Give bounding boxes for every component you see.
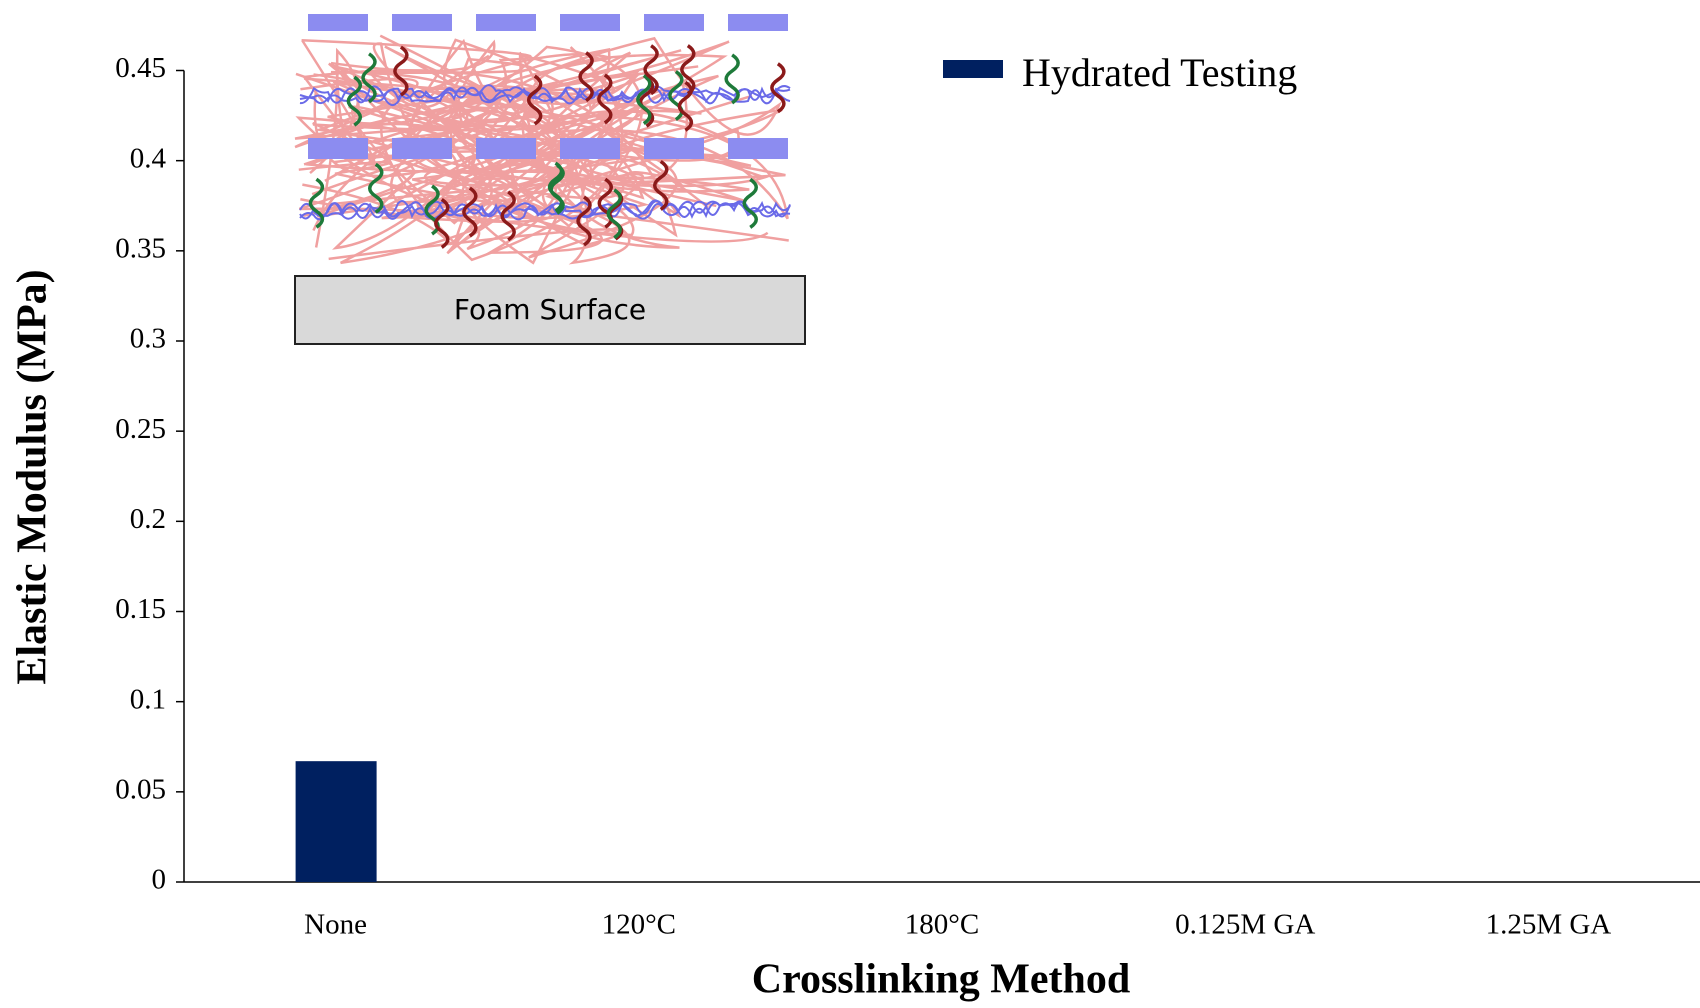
inset-label: Foam Surface xyxy=(454,293,646,326)
y-tick-label: 0.3 xyxy=(130,323,166,355)
y-tick-label: 0.4 xyxy=(130,142,167,174)
y-tick-label: 0 xyxy=(152,864,167,896)
x-tick-label: None xyxy=(304,909,367,941)
block xyxy=(728,14,788,31)
block xyxy=(644,138,704,159)
block xyxy=(392,14,452,31)
y-tick-label: 0.05 xyxy=(115,773,166,805)
y-axis-title: Elastic Modulus (MPa) xyxy=(10,269,56,684)
y-tick-label: 0.45 xyxy=(115,52,166,84)
block xyxy=(308,14,368,31)
block xyxy=(728,138,788,159)
y-tick-label: 0.35 xyxy=(115,232,166,264)
x-axis-title: Crosslinking Method xyxy=(752,957,1130,1003)
y-tick-label: 0.2 xyxy=(130,503,166,535)
block xyxy=(308,138,368,159)
x-tick-label: 1.25M GA xyxy=(1486,909,1612,941)
block xyxy=(644,14,704,31)
block xyxy=(392,138,452,159)
y-tick-label: 0.25 xyxy=(115,413,166,445)
x-tick-label: 120°C xyxy=(602,909,676,941)
block xyxy=(560,14,620,31)
y-tick-label: 0.15 xyxy=(115,593,166,625)
block xyxy=(476,14,536,31)
block xyxy=(560,138,620,159)
legend-swatch xyxy=(943,60,1003,78)
bar xyxy=(296,761,377,882)
x-tick-label: 0.125M GA xyxy=(1175,909,1315,941)
block xyxy=(476,138,536,159)
inset-diagram: Foam Surface xyxy=(295,14,805,344)
chart: Foam Surface Elastic Modulus (MPa) Cross… xyxy=(0,0,1700,1008)
legend-label: Hydrated Testing xyxy=(1022,50,1297,95)
y-tick-label: 0.1 xyxy=(130,683,166,715)
x-tick-label: 180°C xyxy=(905,909,979,941)
